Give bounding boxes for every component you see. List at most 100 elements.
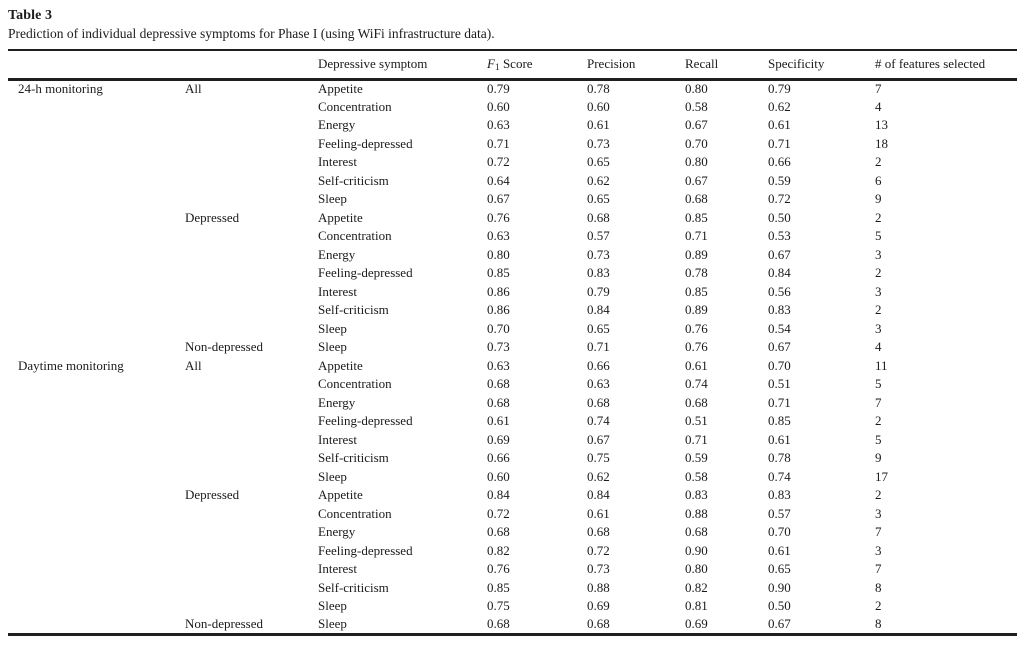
cell-f1: 0.73	[487, 339, 510, 355]
cell-recall: 0.59	[685, 450, 708, 466]
cell-symptom: Feeling-depressed	[318, 413, 413, 429]
cell-monitoring	[8, 116, 175, 135]
cell-specificity: 0.50	[768, 598, 791, 614]
cell-f1: 0.79	[487, 81, 510, 96]
cell-features: 3	[875, 246, 882, 262]
cell-features: 5	[875, 431, 882, 447]
cell-symptom: Interest	[318, 561, 357, 577]
cell-recall: 0.76	[685, 339, 708, 355]
cell-features: 17	[875, 468, 888, 484]
cell-monitoring	[8, 264, 175, 283]
cell-symptom: Appetite	[318, 81, 363, 96]
cell-f1: 0.76	[487, 209, 510, 225]
cell-features: 7	[875, 394, 882, 410]
cell-symptom: Interest	[318, 431, 357, 447]
cell-precision: 0.88	[587, 579, 610, 595]
col-depressive-symptom: Depressive symptom	[318, 56, 428, 72]
cell-features: 6	[875, 172, 882, 188]
cell-symptom: Feeling-depressed	[318, 135, 413, 151]
cell-group: Depressed	[185, 209, 240, 225]
cell-features: 2	[875, 487, 882, 503]
cell-group	[175, 190, 308, 209]
cell-features: 18	[875, 135, 888, 151]
cell-symptom: Appetite	[318, 487, 363, 503]
cell-features: 7	[875, 524, 882, 540]
cell-f1: 0.71	[487, 135, 510, 151]
cell-monitoring	[8, 227, 175, 246]
cell-f1: 0.84	[487, 487, 510, 503]
cell-group	[175, 246, 308, 265]
cell-monitoring	[8, 597, 175, 616]
cell-precision: 0.75	[587, 450, 610, 466]
table-row: Interest 0.86 0.79 0.85 0.56 3	[8, 283, 1017, 302]
cell-recall: 0.68	[685, 394, 708, 410]
col-group-empty	[175, 50, 308, 79]
cell-recall: 0.70	[685, 135, 708, 151]
cell-features: 11	[875, 357, 888, 373]
cell-precision: 0.62	[587, 172, 610, 188]
cell-specificity: 0.65	[768, 561, 791, 577]
cell-specificity: 0.53	[768, 228, 791, 244]
cell-recall: 0.71	[685, 431, 708, 447]
cell-monitoring	[8, 394, 175, 413]
cell-recall: 0.67	[685, 117, 708, 133]
cell-precision: 0.84	[587, 487, 610, 503]
cell-group	[175, 375, 308, 394]
cell-group	[175, 505, 308, 524]
cell-precision: 0.78	[587, 81, 610, 96]
cell-symptom: Energy	[318, 524, 356, 540]
cell-f1: 0.63	[487, 228, 510, 244]
cell-recall: 0.58	[685, 98, 708, 114]
cell-f1: 0.82	[487, 542, 510, 558]
cell-monitoring	[8, 449, 175, 468]
cell-precision: 0.65	[587, 154, 610, 170]
cell-specificity: 0.70	[768, 357, 791, 373]
cell-precision: 0.68	[587, 394, 610, 410]
cell-symptom: Appetite	[318, 357, 363, 373]
cell-features: 9	[875, 450, 882, 466]
cell-specificity: 0.59	[768, 172, 791, 188]
cell-precision: 0.73	[587, 246, 610, 262]
cell-specificity: 0.71	[768, 394, 791, 410]
table-row: Feeling-depressed 0.85 0.83 0.78 0.84 2	[8, 264, 1017, 283]
cell-specificity: 0.57	[768, 505, 791, 521]
cell-group	[175, 597, 308, 616]
cell-f1: 0.63	[487, 357, 510, 373]
header-row: Depressive symptom F1 Score Precision Re…	[8, 50, 1017, 79]
cell-precision: 0.66	[587, 357, 610, 373]
cell-recall: 0.80	[685, 154, 708, 170]
cell-monitoring	[8, 616, 175, 635]
cell-features: 2	[875, 265, 882, 281]
cell-symptom: Sleep	[318, 320, 347, 336]
cell-monitoring	[8, 172, 175, 191]
cell-specificity: 0.72	[768, 191, 791, 207]
table-row: Self-criticism 0.64 0.62 0.67 0.59 6	[8, 172, 1017, 191]
cell-f1: 0.68	[487, 524, 510, 540]
cell-features: 3	[875, 320, 882, 336]
cell-f1: 0.85	[487, 579, 510, 595]
f1-subscript: 1	[494, 62, 500, 73]
cell-features: 3	[875, 542, 882, 558]
table-row: Depressed Appetite 0.84 0.84 0.83 0.83 2	[8, 486, 1017, 505]
table-row: Energy 0.68 0.68 0.68 0.71 7	[8, 394, 1017, 413]
cell-specificity: 0.67	[768, 616, 791, 631]
cell-f1: 0.72	[487, 505, 510, 521]
results-table: Depressive symptom F1 Score Precision Re…	[8, 49, 1017, 636]
cell-features: 4	[875, 339, 882, 355]
cell-recall: 0.51	[685, 413, 708, 429]
cell-group: Non-depressed	[185, 339, 263, 355]
cell-precision: 0.79	[587, 283, 610, 299]
cell-features: 5	[875, 376, 882, 392]
col-monitoring-empty	[8, 50, 175, 79]
cell-recall: 0.68	[685, 191, 708, 207]
cell-f1: 0.76	[487, 561, 510, 577]
cell-precision: 0.60	[587, 98, 610, 114]
cell-f1: 0.63	[487, 117, 510, 133]
cell-precision: 0.74	[587, 413, 610, 429]
cell-group	[175, 523, 308, 542]
cell-specificity: 0.51	[768, 376, 791, 392]
cell-symptom: Self-criticism	[318, 450, 389, 466]
table-row: Non-depressed Sleep 0.73 0.71 0.76 0.67 4	[8, 338, 1017, 357]
cell-symptom: Sleep	[318, 191, 347, 207]
cell-features: 5	[875, 228, 882, 244]
